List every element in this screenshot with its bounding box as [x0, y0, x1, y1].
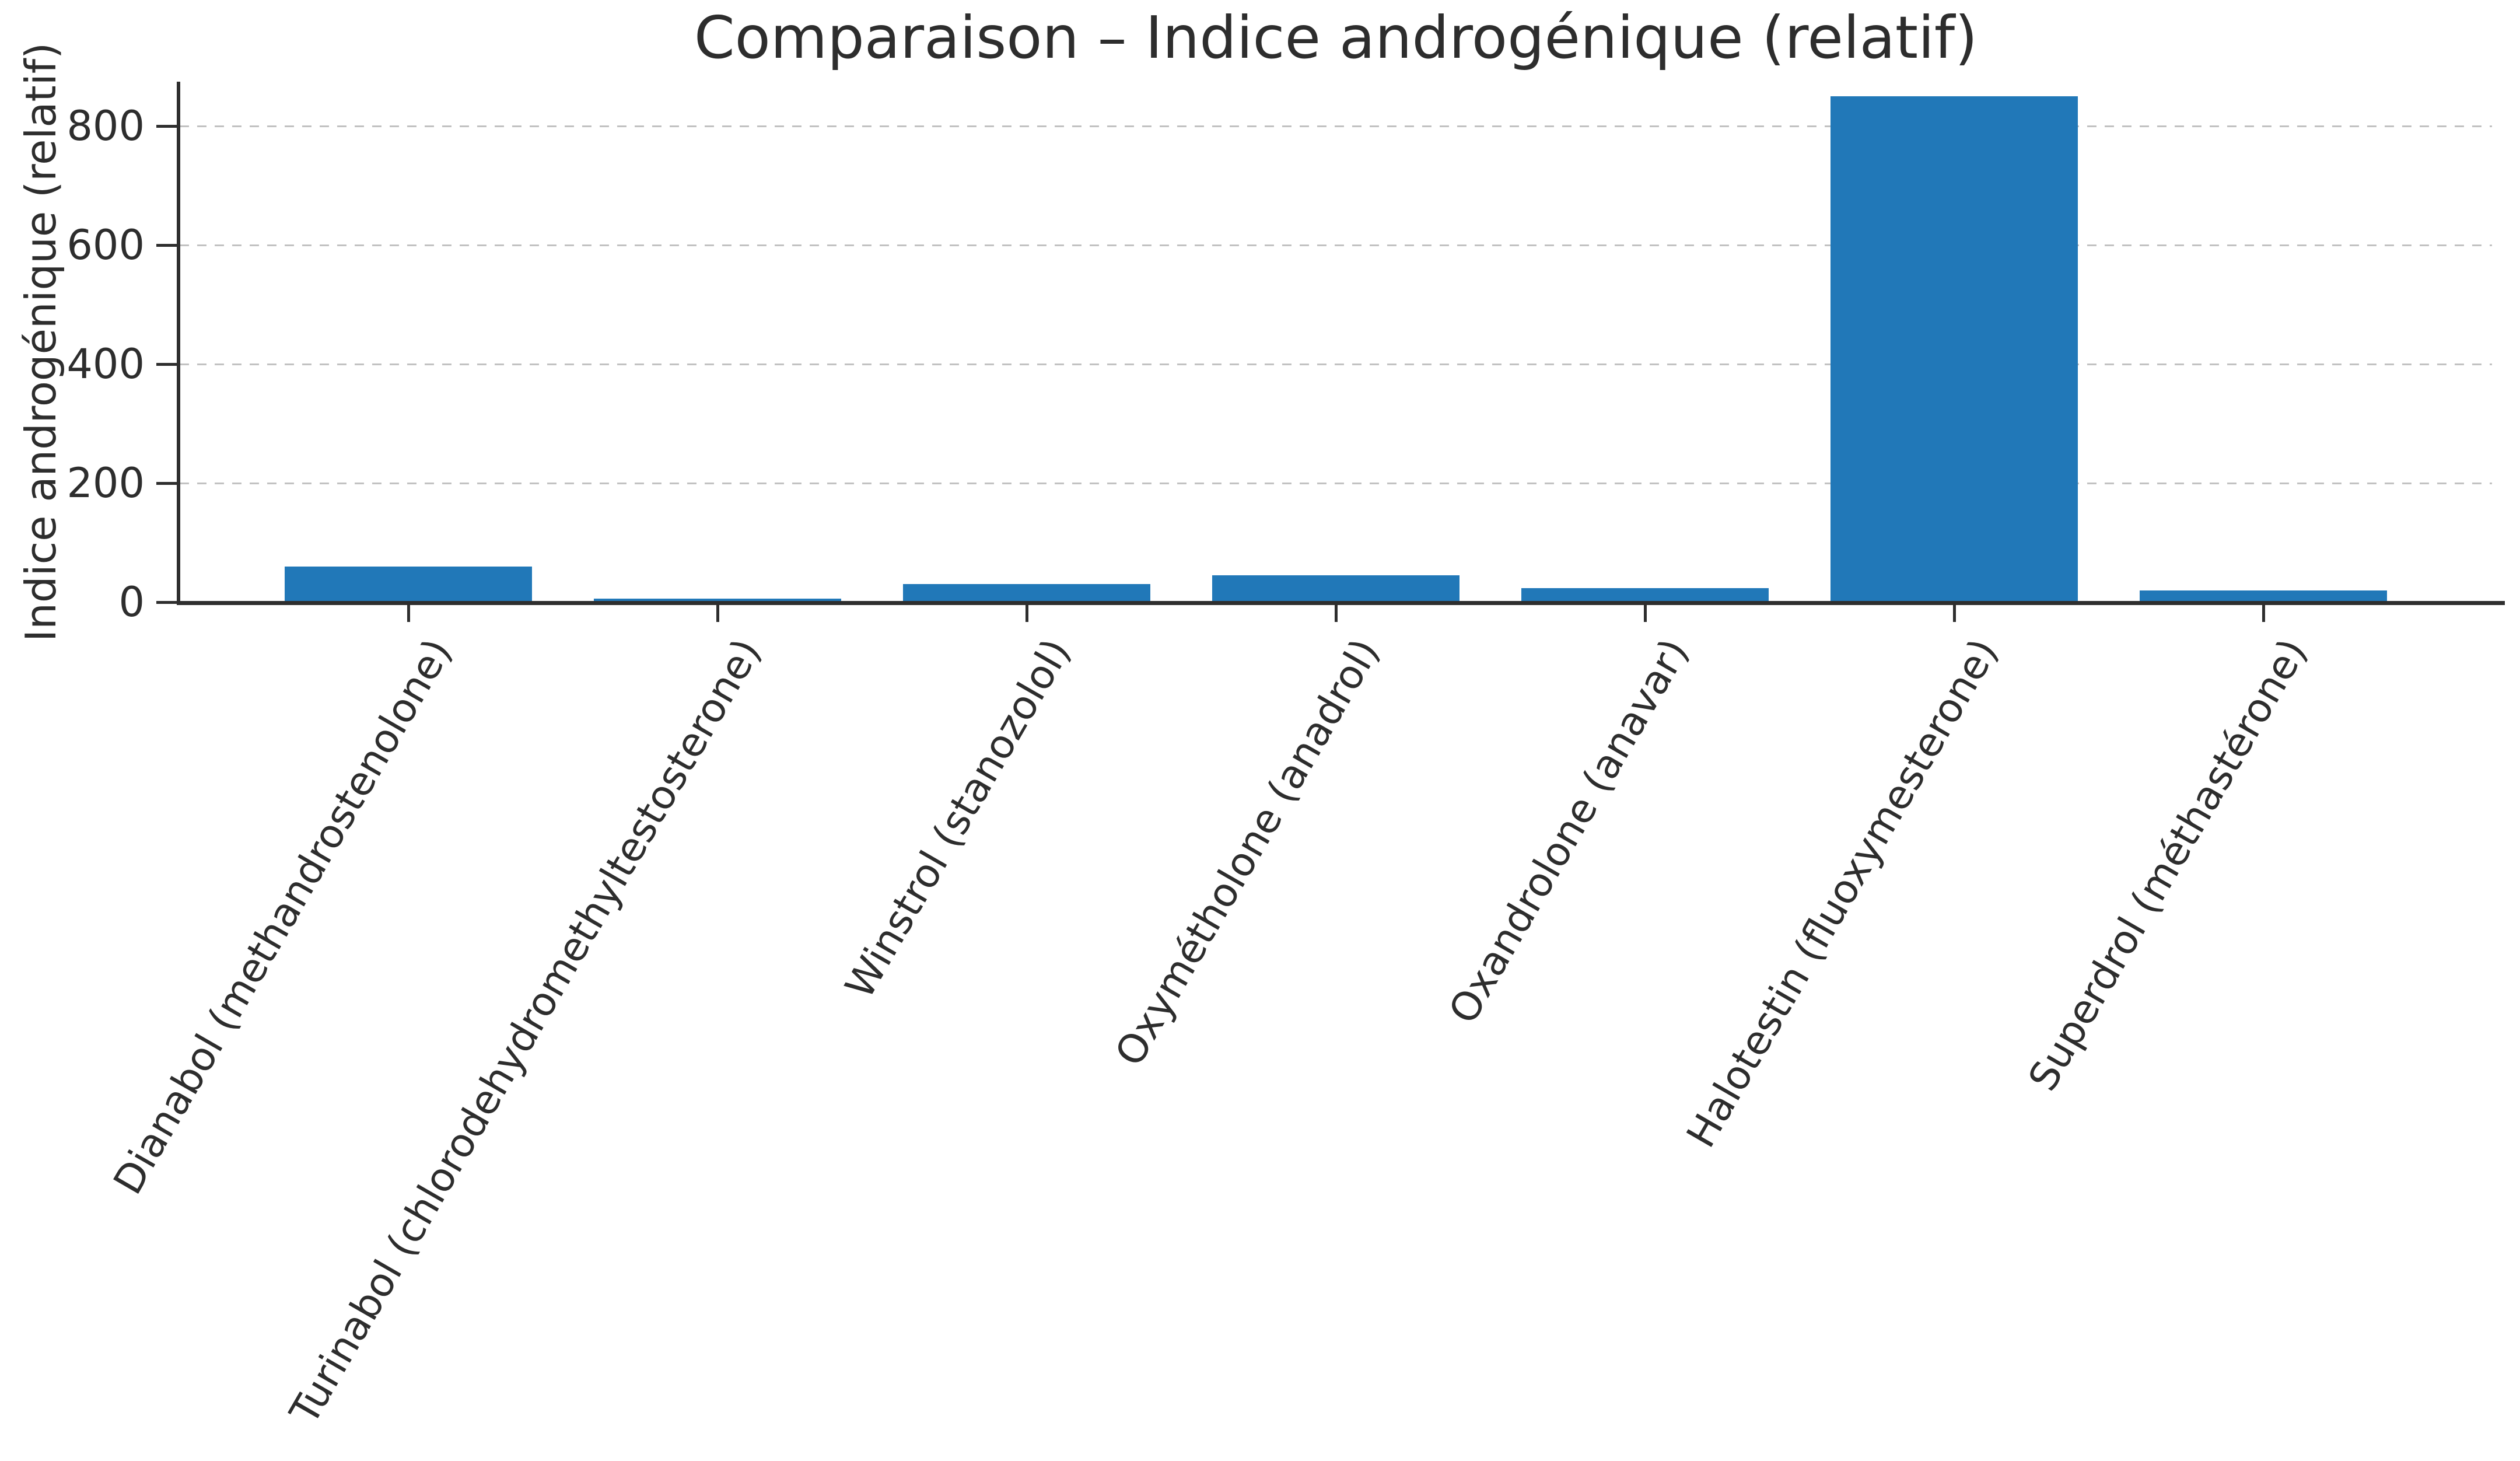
bar-4 — [1212, 575, 1460, 602]
y-tick-label-400: 400 — [66, 340, 145, 389]
bar-3 — [903, 584, 1150, 602]
gridline-y-600 — [180, 244, 2492, 247]
x-tick-label-5: Oxandrolone (anavar) — [1440, 631, 1698, 1032]
bar-1 — [285, 567, 532, 602]
y-tick-mark-600 — [156, 244, 177, 247]
x-tick-mark-3 — [1026, 602, 1029, 622]
x-tick-mark-5 — [1644, 602, 1647, 622]
y-tick-label-600: 600 — [66, 221, 145, 270]
y-tick-mark-200 — [156, 482, 177, 485]
bar-2 — [594, 599, 841, 602]
x-tick-mark-2 — [716, 602, 720, 622]
x-tick-label-6: Halotestin (fluoxymesterone) — [1678, 631, 2007, 1156]
y-tick-label-200: 200 — [66, 459, 145, 508]
y-tick-mark-800 — [156, 125, 177, 128]
bar-5 — [1521, 588, 1769, 602]
bar-6 — [1831, 96, 2078, 602]
x-axis-line — [177, 601, 2505, 605]
bar-7 — [2140, 590, 2387, 602]
y-tick-label-800: 800 — [66, 102, 145, 151]
y-tick-mark-0 — [156, 601, 177, 604]
gridline-y-400 — [180, 363, 2492, 366]
gridline-y-800 — [180, 125, 2492, 128]
x-tick-mark-6 — [1953, 602, 1957, 622]
x-tick-label-1: Dianabol (methandrostenolone) — [105, 631, 461, 1203]
x-tick-mark-4 — [1335, 602, 1338, 622]
x-tick-mark-7 — [2262, 602, 2266, 622]
gridline-y-200 — [180, 483, 2492, 485]
x-tick-mark-1 — [407, 602, 411, 622]
y-tick-mark-400 — [156, 363, 177, 366]
chart-title: Comparaison – Indice androgénique (relat… — [694, 4, 1978, 72]
x-tick-label-7: Superdrol (méthastérone) — [2020, 631, 2316, 1099]
y-tick-label-0: 0 — [118, 578, 145, 626]
y-axis-line — [177, 82, 180, 604]
x-tick-label-4: Oxymétholone (anadrol) — [1107, 631, 1389, 1074]
x-tick-label-3: Winstrol (stanozolol) — [836, 631, 1080, 1006]
